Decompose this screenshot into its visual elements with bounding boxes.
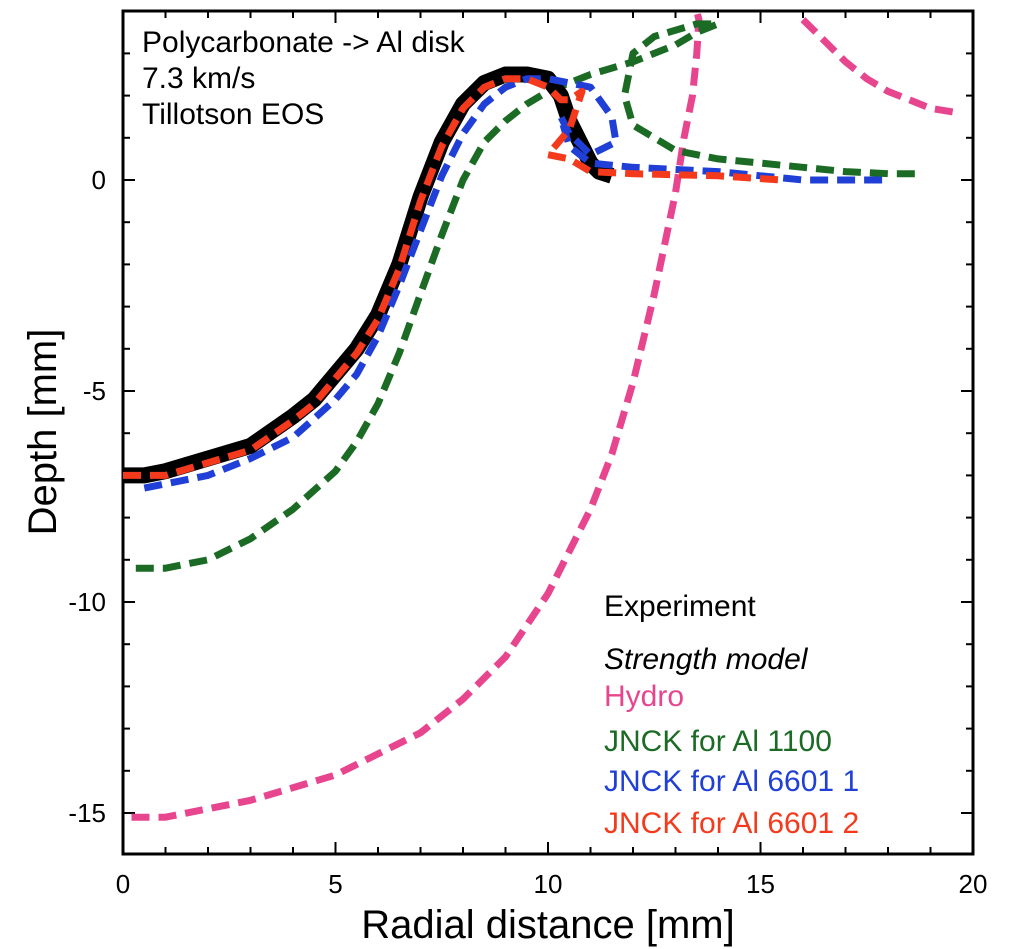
y-tick-label: -15: [68, 798, 106, 828]
x-tick-label: 20: [959, 869, 988, 899]
legend-entry-strength-model: Strength model: [604, 643, 809, 676]
x-tick-label: 5: [328, 869, 342, 899]
legend-entry-jnck-al-1100: JNCK for Al 1100: [604, 725, 832, 758]
series-line-hydro: [131, 10, 703, 821]
plot-frame: [121, 9, 975, 856]
legend-entry-hydro: Hydro: [604, 680, 684, 713]
legend-entry-jnck-al-6601-2: JNCK for Al 6601 2: [604, 807, 859, 840]
x-axis-title: Radial distance [mm]: [361, 903, 734, 947]
annotation-line: Tillotson EOS: [142, 98, 324, 131]
axis-ticks: 0 5 10 15 20 0 -5 -10 -15: [68, 10, 988, 899]
x-tick-label: 0: [116, 869, 130, 899]
legend-entry-jnck-al-6601-1: JNCK for Al 6601 1: [604, 765, 859, 798]
series-line-jnck-for-al-6601-2: [123, 75, 783, 479]
series-line-experiment: [123, 66, 615, 484]
legend-entry-experiment: Experiment: [604, 590, 756, 623]
x-tick-label: 10: [534, 869, 563, 899]
annotation-line: 7.3 km/s: [142, 62, 255, 95]
series-line-hydro-outer: [800, 17, 957, 116]
y-tick-label: -10: [68, 587, 106, 617]
annotation-line: Polycarbonate -> Al disk: [142, 26, 466, 59]
legend: Experiment Strength model Hydro JNCK for…: [604, 590, 859, 840]
y-axis-title: Depth [mm]: [21, 329, 65, 536]
y-tick-label: -5: [83, 376, 106, 406]
x-tick-label: 15: [746, 869, 775, 899]
series-line-jnck-for-al-1100: [135, 20, 918, 572]
y-tick-label: 0: [92, 165, 106, 195]
series-layer: [123, 10, 957, 821]
annotation: Polycarbonate -> Al disk 7.3 km/s Tillot…: [142, 26, 466, 131]
series-line-jnck-for-al-6601-1: [143, 75, 888, 492]
